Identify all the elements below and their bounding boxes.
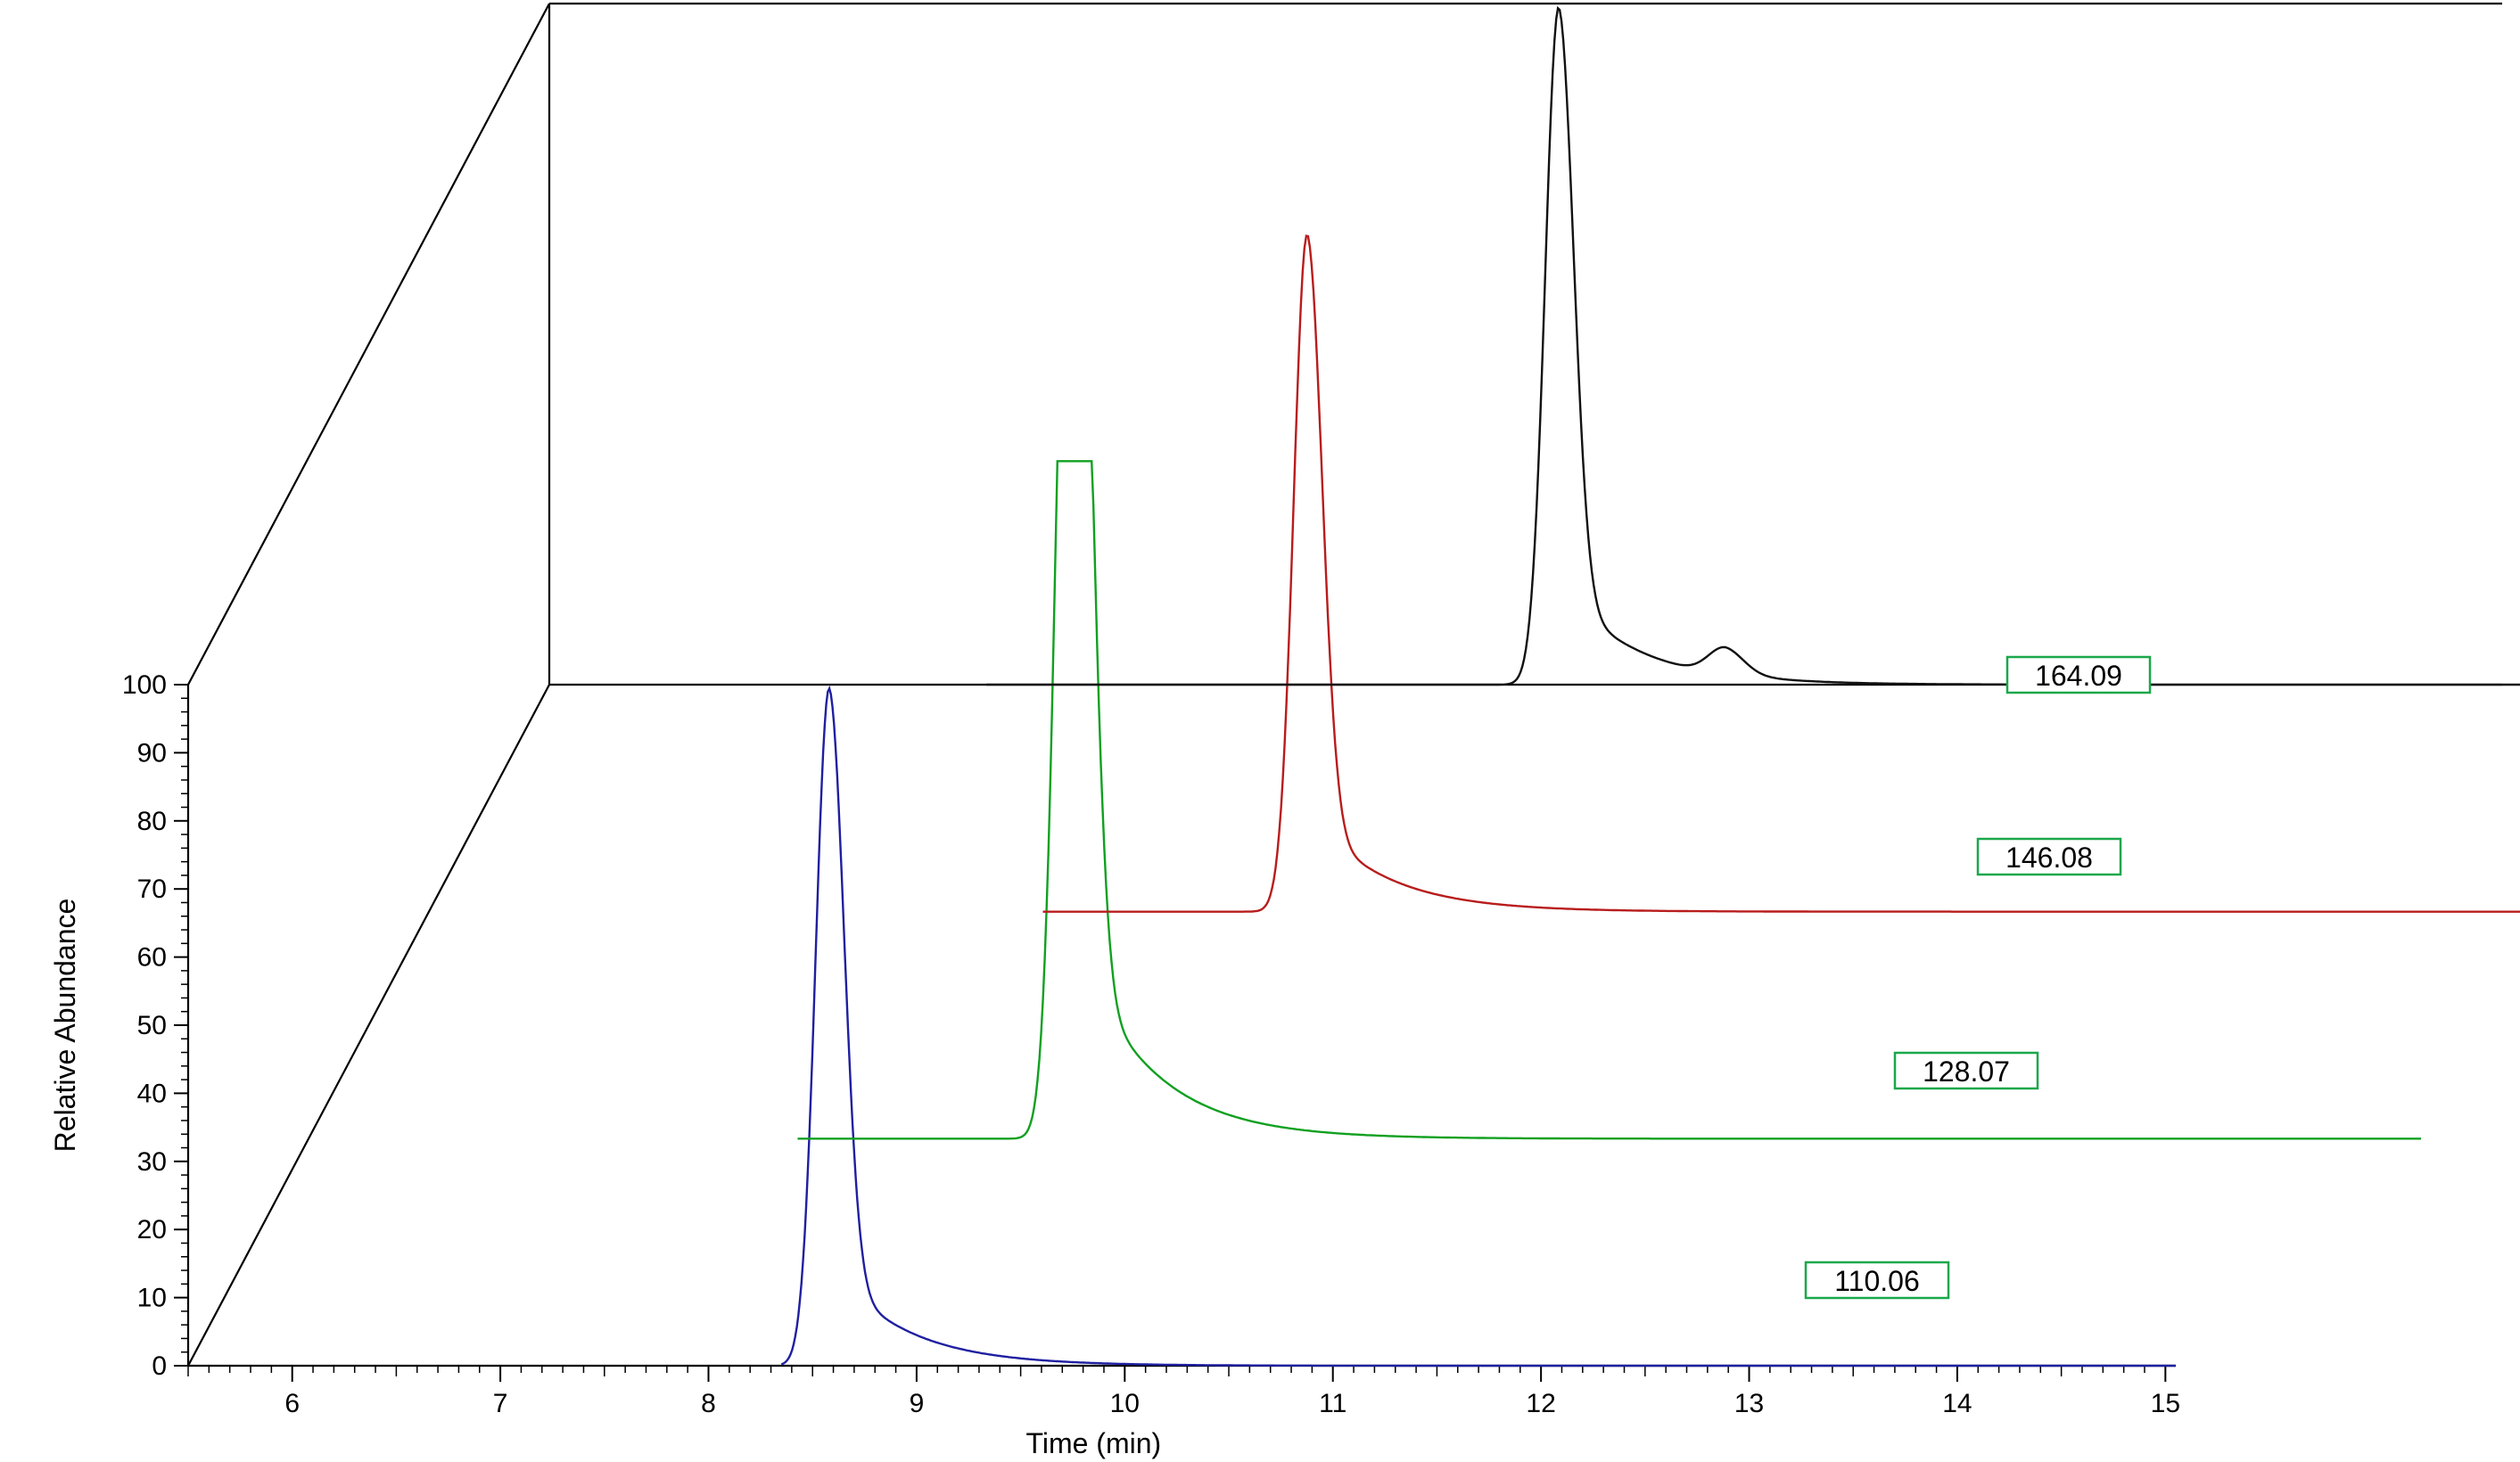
y-tick-label: 30: [137, 1147, 167, 1177]
x-tick-label: 15: [2151, 1389, 2180, 1418]
trace-label-box: [2005, 655, 2152, 694]
y-tick-label: 60: [137, 943, 167, 973]
trace-label-text: 128.07: [1923, 1055, 2010, 1088]
y-tick-label: 100: [122, 670, 167, 700]
x-tick-label: 11: [1319, 1389, 1346, 1418]
trace-128-07: [797, 460, 2421, 1140]
y-tick-label: 0: [152, 1351, 167, 1381]
x-tick-label: 10: [1110, 1389, 1140, 1418]
x-tick-label: 13: [1734, 1389, 1764, 1418]
y-tick-label: 90: [137, 738, 167, 768]
trace-164-09: [986, 5, 2520, 686]
trace-label-box: [1804, 1261, 1950, 1300]
y-tick-label: 20: [137, 1215, 167, 1244]
x-axis-title: Time (min): [1025, 1427, 1161, 1459]
trace-110-06: [780, 685, 2176, 1368]
x-tick-label: 6: [284, 1389, 300, 1418]
y-tick-label: 40: [137, 1079, 167, 1108]
trace-label-text: 110.06: [1834, 1265, 1920, 1297]
y-tick-label: 50: [137, 1011, 167, 1040]
x-axis: 6 7 8 9 10 11 12 13 14 15: [187, 1364, 2180, 1418]
x-tick-label: 8: [701, 1389, 716, 1418]
x-tick-label: 7: [493, 1389, 508, 1418]
y-axis: 0 10 20 30 40 50 60 70 80 90 100: [122, 670, 190, 1381]
frame-front-left-diagonal-top: [187, 3, 550, 686]
trace-label-box: [1893, 1051, 2039, 1090]
trace-146-08: [1042, 234, 2520, 913]
y-axis-title: Relative Abundance: [49, 899, 81, 1153]
trace-label-146-08: 146.08: [1976, 837, 2122, 876]
trace-label-box: [1976, 837, 2122, 876]
trace-label-164-09: 164.09: [2005, 655, 2152, 694]
x-tick-label: 12: [1526, 1389, 1555, 1418]
y-tick-label: 80: [137, 807, 167, 836]
x-tick-label: 14: [1942, 1389, 1972, 1418]
y-tick-label: 70: [137, 875, 167, 904]
trace-labels: 110.06 128.07 146.08 164.09: [1804, 655, 2152, 1300]
trace-label-128-07: 128.07: [1893, 1051, 2039, 1090]
y-tick-label: 10: [137, 1284, 167, 1313]
trace-label-text: 164.09: [2035, 660, 2122, 692]
traces: [780, 5, 2520, 1368]
trace-label-text: 146.08: [2005, 842, 2093, 874]
x-tick-label: 9: [910, 1389, 925, 1418]
frame-front-left-diagonal-bottom: [187, 684, 550, 1367]
trace-label-110-06: 110.06: [1804, 1261, 1950, 1300]
